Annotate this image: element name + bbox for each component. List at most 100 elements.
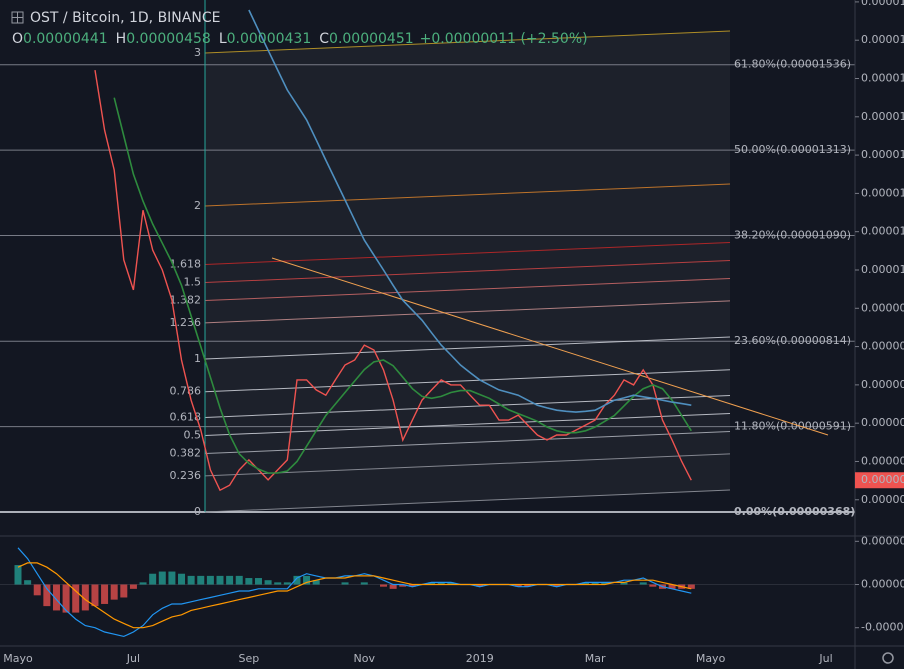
ohlc-key: C	[319, 31, 329, 47]
series-line	[113, 97, 692, 474]
time-axis: Mayo Jul Sep Nov 2019 Mar Mayo Jul	[3, 652, 832, 665]
histogram-bar	[687, 584, 695, 589]
last-price-label: 0.00000451	[861, 473, 904, 486]
histogram-bar	[591, 582, 599, 585]
fib-retracement-label: 38.20%(0.00001090)	[734, 229, 851, 242]
fib-retracement-label: 23.60%(0.00000814)	[734, 334, 851, 347]
histogram-bar	[52, 584, 60, 611]
x-tick-label: Mar	[585, 652, 606, 665]
fib-channel-label: 0.382	[170, 447, 202, 460]
y-tick-label: 0.00000900	[861, 301, 904, 314]
histogram-bar	[101, 584, 109, 604]
fib-channel-label: 1.618	[170, 257, 202, 270]
y-tick-label: 0.00001200	[861, 186, 904, 199]
histogram-bar	[91, 584, 99, 607]
histogram-bar	[380, 584, 388, 587]
series-line	[248, 9, 692, 413]
fib-channel-line	[204, 413, 731, 436]
histogram-bar	[245, 578, 253, 585]
y-tick-label: 0.00001000	[861, 263, 904, 276]
fib-retracement-label: 0.00%(0.00000368)	[734, 505, 855, 518]
x-tick-label: Jul	[126, 652, 140, 665]
fib-channel-label: 2	[194, 199, 201, 212]
histogram-bar	[668, 584, 676, 589]
ohlc-key: H	[116, 31, 127, 47]
last-price-box	[855, 472, 904, 489]
histogram-bar	[274, 582, 282, 585]
x-tick-label: 2019	[466, 652, 494, 665]
y-tick-label: 0.00001100	[861, 225, 904, 238]
fib-channel-line	[204, 183, 731, 207]
histogram-bar	[649, 584, 657, 587]
histogram-bar	[14, 565, 22, 585]
x-tick-label: Sep	[238, 652, 259, 665]
fib-channel-line	[204, 300, 731, 324]
series-line	[17, 562, 692, 629]
fib-channel-label: 3	[194, 46, 201, 59]
series-line	[94, 69, 692, 492]
y-tick-label: -0.00000020	[861, 621, 904, 634]
fib-retracement-label: 61.80%(0.00001536)	[734, 58, 851, 71]
histogram-bar	[360, 582, 368, 585]
histogram-bar	[312, 580, 320, 585]
x-tick-label: Jul	[818, 652, 832, 665]
y-tick-label: 0.00000500	[861, 454, 904, 467]
histogram-bar	[437, 582, 445, 585]
symbol-title: OST / Bitcoin, 1D, BINANCE	[30, 10, 220, 26]
histogram-bar	[447, 582, 455, 585]
fib-channel-line	[204, 336, 731, 360]
histogram-bar	[582, 582, 590, 585]
fib-channel-line	[204, 431, 731, 455]
settings-icon[interactable]	[882, 652, 894, 664]
x-tick-label: Nov	[354, 652, 376, 665]
histogram-bar	[303, 575, 311, 585]
y-tick-label: 0.00000600	[861, 416, 904, 429]
histogram-bar	[639, 582, 647, 585]
y-tick-label: 0.00001400	[861, 110, 904, 123]
fib-channel-line	[204, 260, 731, 283]
histogram-bar	[129, 584, 137, 589]
histogram-bar	[206, 575, 214, 585]
price-pane: 61.80%(0.00001536) 50.00%(0.00001313) 38.2…	[0, 0, 855, 518]
histogram-bar	[187, 575, 195, 585]
fib-channel-label: 1.5	[184, 276, 202, 289]
histogram-bar	[216, 575, 224, 585]
y-tick-label: 0.00000700	[861, 378, 904, 391]
y-tick-label: 0.00001700	[861, 0, 904, 8]
histogram-bar	[62, 584, 70, 613]
ohlc-change: +0.00000011 (+2.50%)	[420, 31, 588, 47]
histogram-bar	[139, 582, 147, 585]
fib-channel-line	[204, 241, 731, 265]
ohlc-key: O	[12, 31, 23, 47]
fib-channel-label: 0.618	[170, 410, 202, 423]
histogram-bar	[399, 584, 407, 587]
fib-channel-label: 0.5	[184, 429, 202, 442]
fib-channel-label: 0	[194, 505, 201, 518]
fib-channel-label: 1.236	[170, 316, 202, 329]
ohlc-value: 0.00000458	[126, 31, 211, 47]
histogram-bar	[553, 584, 561, 587]
histogram-bar	[43, 584, 51, 607]
histogram-bar	[72, 584, 80, 613]
histogram-bar	[158, 571, 166, 585]
y-tick-label: 0.00000000	[861, 578, 904, 591]
fib-retracement-label: 50.00%(0.00001313)	[734, 143, 851, 156]
histogram-bar	[254, 578, 262, 585]
histogram-bar	[110, 584, 118, 600]
fib-channel-label: 1.382	[170, 294, 202, 307]
fib-channel-label: 0.786	[170, 385, 202, 398]
ohlc-value: 0.00000431	[227, 31, 312, 47]
histogram-bar	[524, 584, 532, 587]
y-tick-label: 0.00001500	[861, 72, 904, 85]
histogram-bar	[178, 573, 186, 585]
ohlc-value: 0.00000451	[329, 31, 414, 47]
y-tick-label: 0.00000020	[861, 534, 904, 547]
histogram-bar	[341, 582, 349, 585]
histogram-bar	[408, 584, 416, 587]
histogram-bar	[293, 575, 301, 585]
histogram-bar	[24, 580, 32, 585]
histogram-bar	[620, 582, 628, 585]
